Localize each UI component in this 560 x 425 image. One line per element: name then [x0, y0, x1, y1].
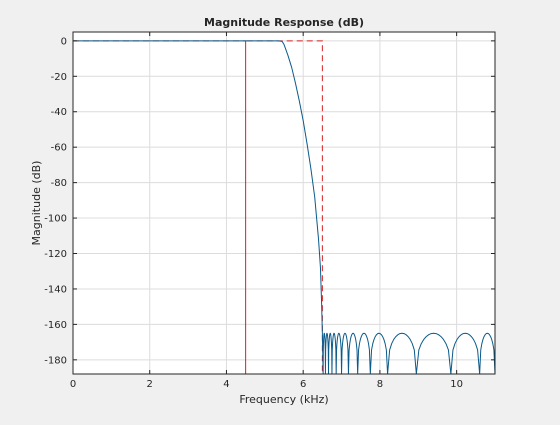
- x-tick-label: 4: [223, 379, 229, 390]
- y-tick-label: -80: [51, 178, 67, 189]
- y-tick-label: -20: [51, 72, 67, 83]
- y-tick-label: 0: [61, 36, 67, 47]
- x-tick-label: 8: [377, 379, 383, 390]
- series-layer: [73, 40, 496, 375]
- y-tick-label: -180: [44, 355, 67, 366]
- y-tick-label: -100: [44, 214, 67, 225]
- x-axis-label: Frequency (kHz): [239, 393, 328, 406]
- ticks: 0 2 4 6 8 10 0 -20 -40 -60 -80 -100 -120 -140 -160 -180: [44, 32, 495, 390]
- y-tick-label: -120: [44, 249, 67, 260]
- y-tick-label: -60: [51, 143, 67, 154]
- y-axis-label: Magnitude (dB): [30, 161, 43, 246]
- chart-title: Magnitude Response (dB): [204, 16, 364, 29]
- x-tick-label: 10: [450, 379, 463, 390]
- x-tick-label: 6: [300, 379, 306, 390]
- y-tick-label: -40: [51, 107, 67, 118]
- grid: [72, 32, 495, 374]
- y-tick-label: -140: [44, 284, 67, 295]
- x-tick-label: 0: [70, 379, 76, 390]
- y-tick-label: -160: [44, 320, 67, 331]
- magnitude-response-line: [73, 40, 496, 375]
- axes-box: [72, 31, 496, 375]
- plot-area: [73, 32, 495, 374]
- x-tick-label: 2: [147, 379, 153, 390]
